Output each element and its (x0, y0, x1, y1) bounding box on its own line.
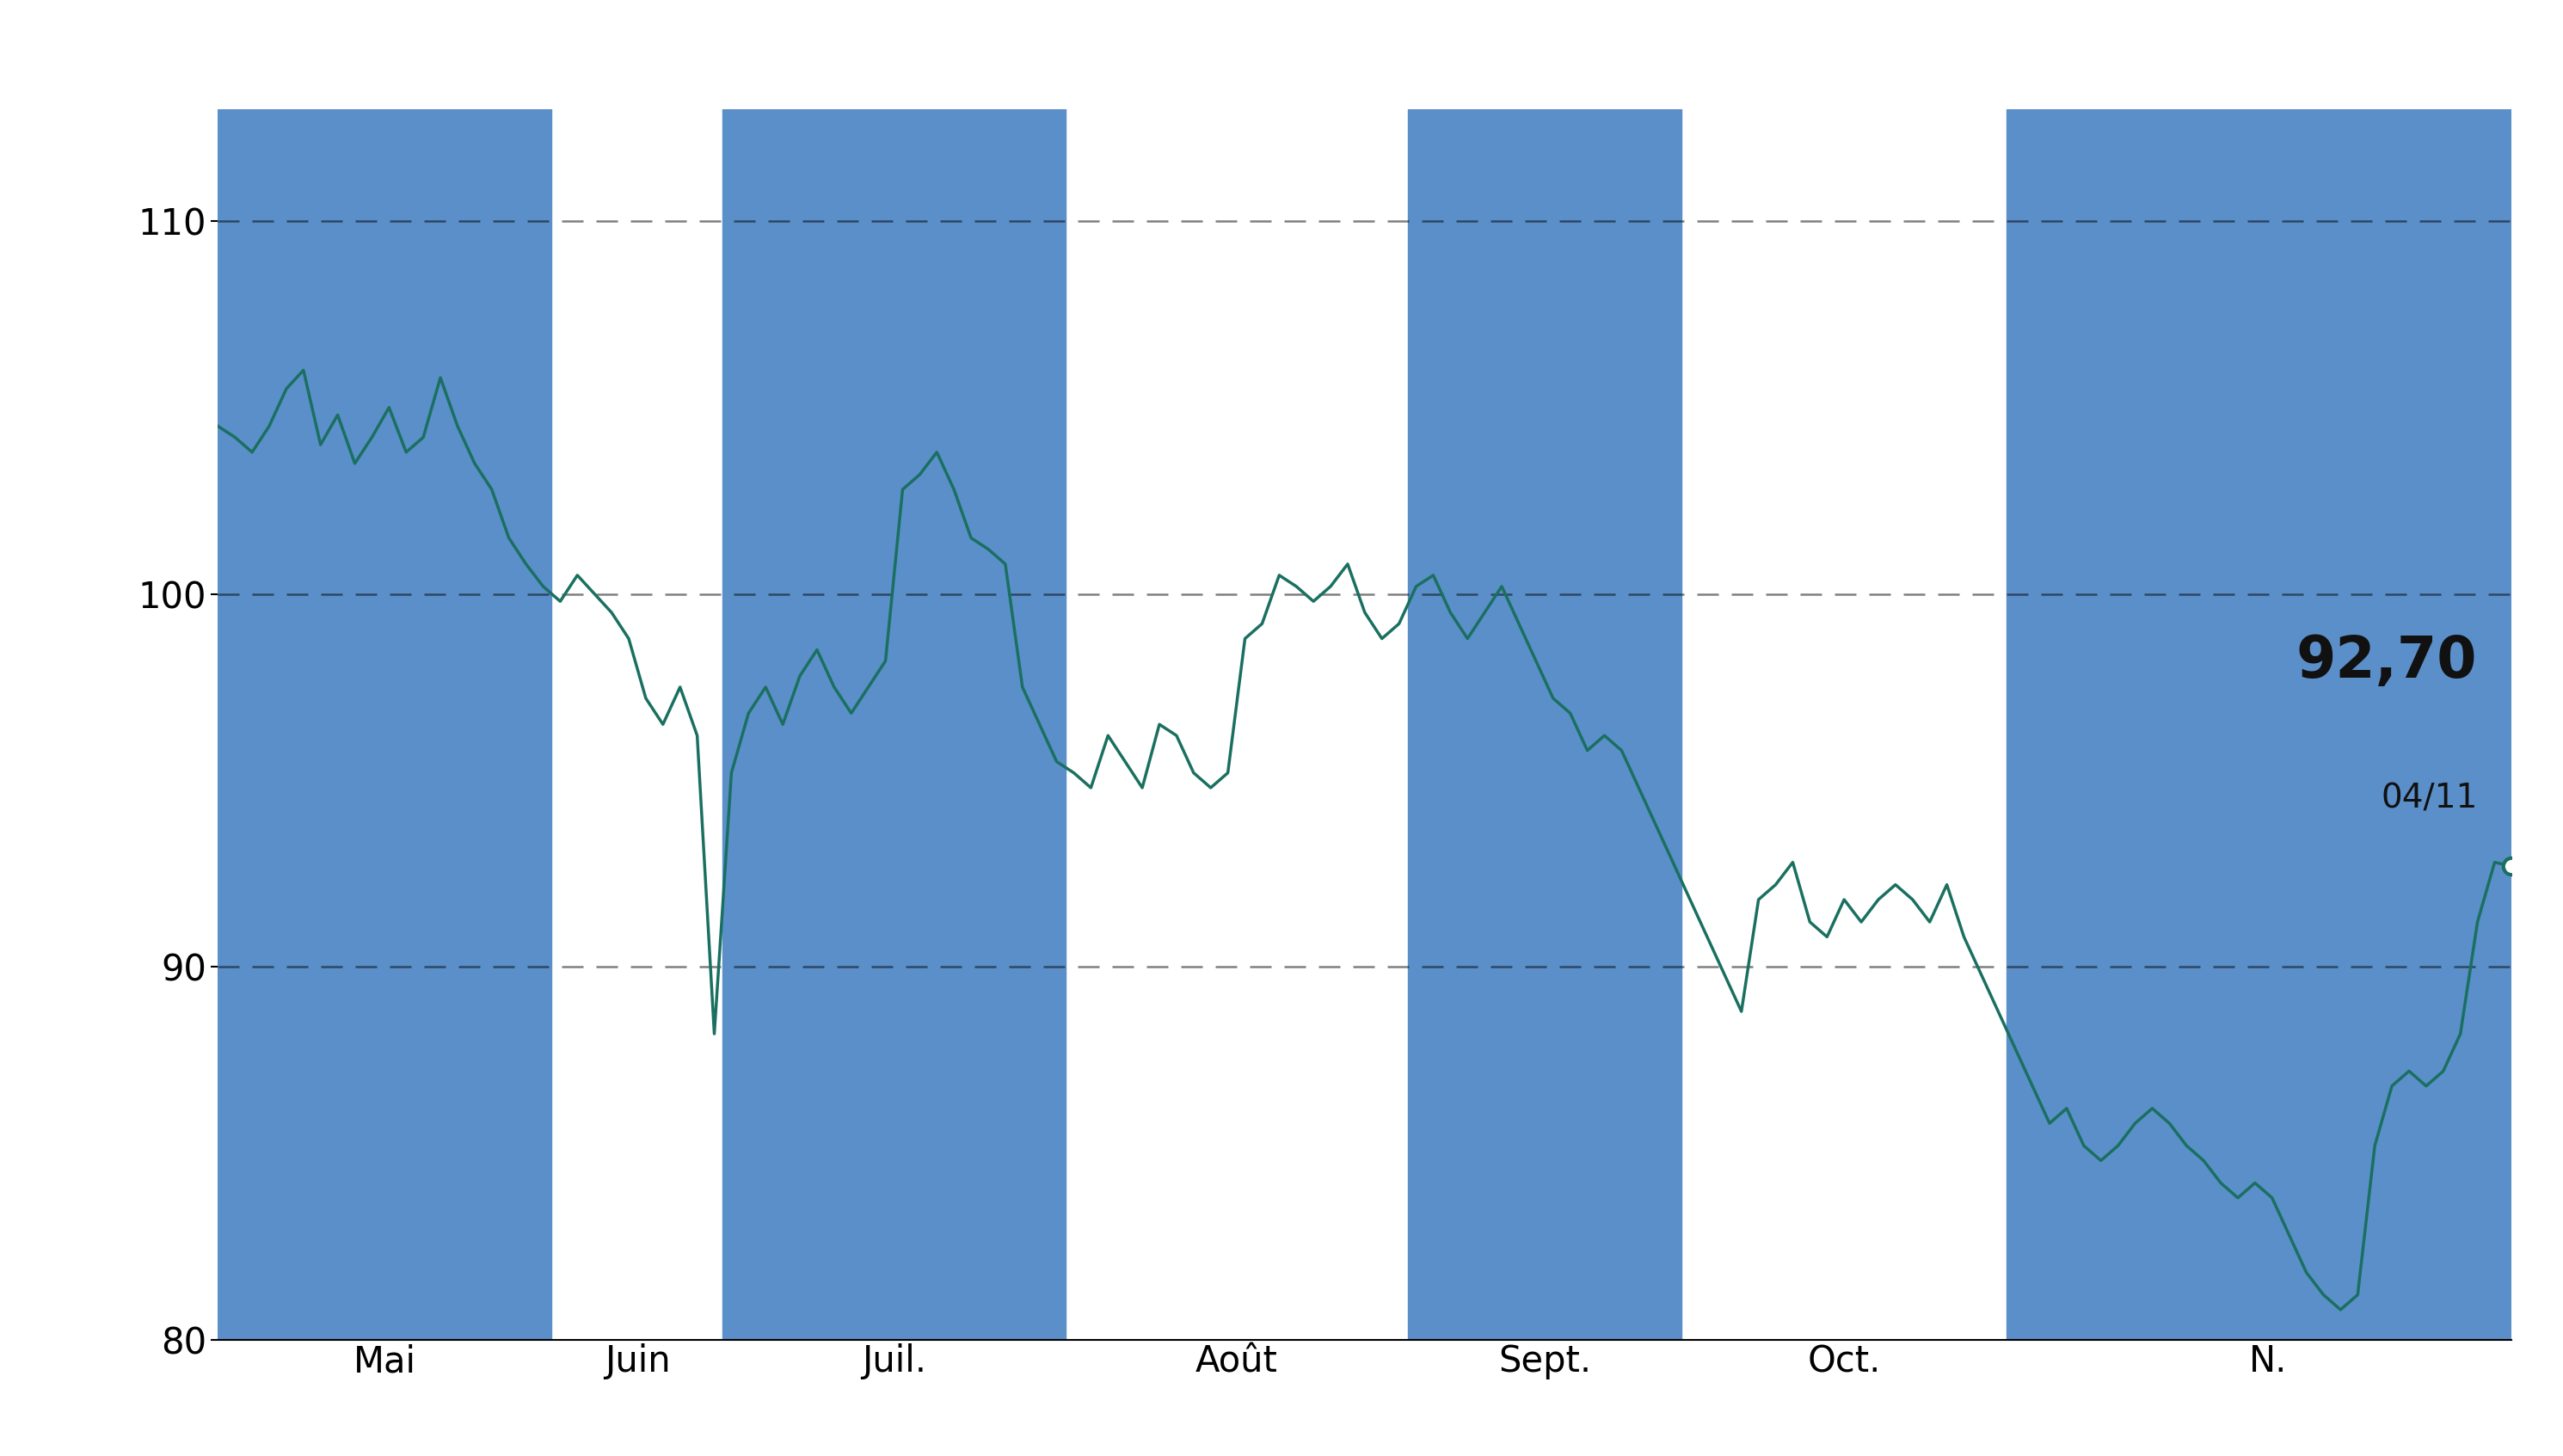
Text: SECHE ENVIRONNEM.: SECHE ENVIRONNEM. (707, 9, 1856, 100)
Bar (723, 109, 1066, 1340)
Bar (2007, 109, 2512, 1340)
Bar (1407, 109, 1681, 1340)
Bar (218, 109, 551, 1340)
Text: 04/11: 04/11 (2381, 782, 2478, 815)
Text: 92,70: 92,70 (2296, 632, 2478, 689)
